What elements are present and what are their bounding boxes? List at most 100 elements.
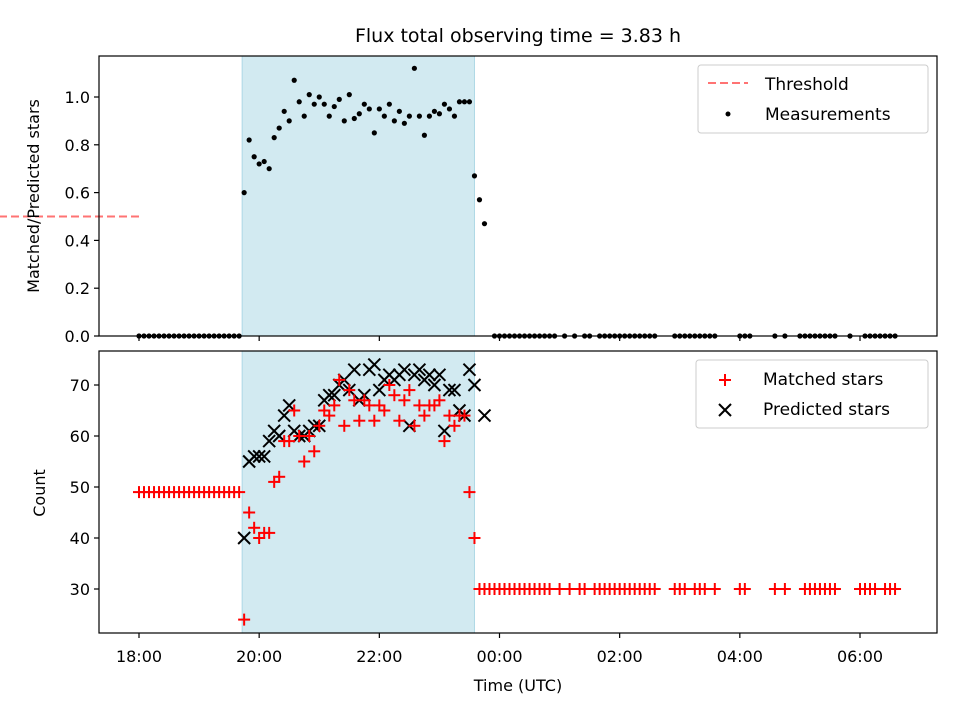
matched-star-point bbox=[408, 419, 421, 432]
legend-predicted-label: Predicted stars bbox=[763, 400, 890, 420]
matched-star-point bbox=[268, 475, 281, 488]
measurement-point bbox=[306, 92, 312, 98]
measurement-point bbox=[321, 101, 327, 107]
top-panel: 0.0 0.2 0.4 0.6 0.8 1.0 Matched/Predicted sta… bbox=[0, 55, 938, 346]
matched-star-point bbox=[553, 583, 566, 595]
x-tick-label: 02:00 bbox=[597, 647, 643, 666]
bottom-legend: Matched stars Predicted stars bbox=[695, 359, 929, 429]
measurement-point bbox=[301, 113, 307, 119]
legend-measurements-label: Measurements bbox=[765, 105, 891, 125]
measurement-point bbox=[356, 111, 362, 117]
x-tick-label: 22:00 bbox=[356, 647, 402, 666]
matched-star-point bbox=[578, 583, 591, 595]
predicted-star-point bbox=[462, 362, 477, 377]
predicted-star-point bbox=[277, 408, 291, 423]
measurement-point bbox=[271, 135, 277, 141]
matched-star-point bbox=[243, 506, 256, 519]
matched-star-point bbox=[303, 430, 316, 442]
y-tick-label: 0.2 bbox=[65, 279, 90, 298]
matched-star-point bbox=[543, 583, 556, 595]
measurement-point bbox=[461, 99, 468, 105]
matched-star-point bbox=[768, 583, 781, 595]
predicted-star-point bbox=[477, 408, 492, 423]
bottom-panel: 30 40 50 60 70 18:00 20:00 22:00 00:00 02:00 04:0… bbox=[30, 350, 938, 695]
matched-star-point bbox=[283, 435, 296, 448]
y-tick-label: 0.0 bbox=[65, 327, 90, 346]
predicted-star-point bbox=[442, 383, 457, 397]
predicted-star-point bbox=[262, 434, 276, 448]
matched-star-point bbox=[353, 414, 366, 427]
matched-star-point bbox=[328, 399, 341, 412]
top-plot-marks bbox=[0, 65, 898, 339]
measurement-point bbox=[406, 113, 412, 119]
top-y-ticks: 0.0 0.2 0.4 0.6 0.8 1.0 bbox=[65, 88, 99, 346]
matched-star-point bbox=[738, 583, 751, 595]
y-tick-label: 50 bbox=[70, 478, 90, 497]
matched-star-point bbox=[778, 583, 791, 595]
matched-star-point bbox=[708, 583, 721, 595]
predicted-star-point bbox=[282, 398, 296, 413]
legend-predicted-swatch bbox=[718, 403, 732, 417]
matched-star-point bbox=[338, 419, 351, 432]
measurement-point bbox=[336, 96, 342, 102]
predicted-star-point bbox=[372, 383, 387, 397]
matched-star-point bbox=[383, 379, 396, 391]
y-tick-label: 0.4 bbox=[65, 231, 90, 250]
chart-title: Flux total observing time = 3.83 h bbox=[355, 25, 681, 47]
matched-star-point bbox=[318, 404, 331, 417]
matched-star-point bbox=[343, 384, 356, 397]
measurement-point bbox=[431, 108, 438, 114]
legend-threshold-label: Threshold bbox=[764, 75, 849, 95]
measurement-point bbox=[411, 65, 417, 71]
measurement-point bbox=[281, 108, 287, 114]
measurement-point bbox=[381, 113, 387, 119]
measurement-point bbox=[346, 92, 352, 98]
predicted-star-point bbox=[412, 362, 427, 377]
matched-star-point bbox=[263, 526, 276, 539]
y-tick-label: 0.8 bbox=[65, 136, 90, 155]
predicted-star-point bbox=[322, 388, 336, 402]
measurement-point bbox=[441, 101, 448, 107]
matched-star-point bbox=[378, 404, 391, 417]
bottom-x-ticks: 18:00 20:00 22:00 00:00 02:00 04:00 06:00 bbox=[116, 633, 883, 666]
top-x-ticks bbox=[138, 336, 861, 341]
measurement-point bbox=[376, 106, 382, 112]
x-axis-label: Time (UTC) bbox=[473, 676, 562, 695]
matched-star-point bbox=[273, 470, 286, 483]
predicted-star-point bbox=[252, 449, 266, 464]
predicted-star-point bbox=[447, 383, 462, 397]
matched-star-point bbox=[363, 399, 376, 412]
measurement-point bbox=[331, 103, 337, 110]
measurement-point bbox=[251, 154, 257, 160]
predicted-star-point bbox=[432, 368, 447, 382]
matched-star-point bbox=[828, 583, 841, 595]
measurement-point bbox=[361, 101, 367, 107]
measurement-point bbox=[311, 101, 317, 107]
measurement-point bbox=[286, 118, 292, 124]
matched-star-point bbox=[869, 583, 882, 595]
matched-star-point bbox=[418, 409, 431, 422]
matched-star-point bbox=[373, 399, 386, 412]
measurement-point bbox=[456, 99, 463, 105]
measurement-point bbox=[466, 99, 473, 105]
predicted-star-point bbox=[257, 449, 271, 464]
matched-star-point bbox=[889, 583, 902, 595]
measurement-point bbox=[266, 166, 272, 172]
measurement-point bbox=[371, 130, 377, 136]
x-tick-label: 20:00 bbox=[236, 647, 282, 666]
top-y-axis-label: Matched/Predicted stars bbox=[24, 99, 43, 293]
matched-star-point bbox=[368, 414, 381, 427]
measurement-point bbox=[261, 158, 267, 165]
bottom-plot-marks bbox=[133, 357, 902, 626]
measurement-point bbox=[451, 113, 458, 119]
y-tick-label: 30 bbox=[70, 580, 90, 599]
measurement-point bbox=[341, 118, 347, 124]
measurement-point bbox=[241, 190, 247, 196]
top-observing-interval-shade bbox=[241, 55, 475, 337]
x-tick-label: 18:00 bbox=[116, 647, 162, 666]
matched-star-point bbox=[233, 486, 246, 499]
matched-star-point bbox=[438, 435, 451, 448]
matched-star-point bbox=[288, 404, 301, 417]
predicted-star-point bbox=[422, 368, 437, 382]
